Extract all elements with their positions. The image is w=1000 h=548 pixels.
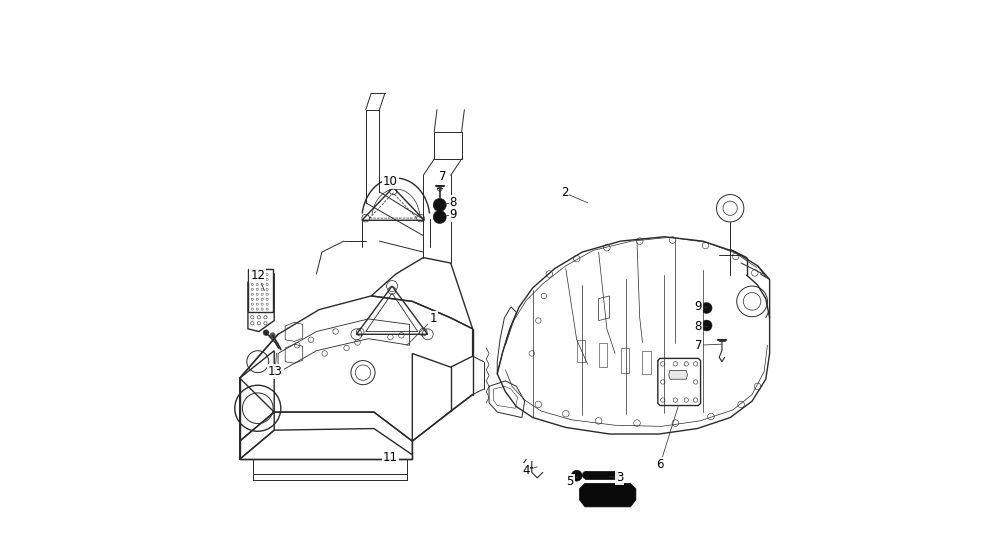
Text: 2: 2 <box>561 186 568 199</box>
Text: 9: 9 <box>450 208 457 221</box>
Text: 3: 3 <box>616 471 623 484</box>
Text: 7: 7 <box>439 170 446 183</box>
Circle shape <box>571 470 582 481</box>
Text: 4: 4 <box>522 464 530 477</box>
Circle shape <box>701 302 712 313</box>
Polygon shape <box>669 370 687 379</box>
Text: 11: 11 <box>383 451 398 464</box>
Circle shape <box>433 198 446 212</box>
Circle shape <box>613 471 621 479</box>
Polygon shape <box>579 483 636 507</box>
Text: 9: 9 <box>695 300 702 313</box>
Polygon shape <box>658 358 701 406</box>
Text: 1: 1 <box>429 312 437 326</box>
Text: 8: 8 <box>450 196 457 209</box>
Text: 7: 7 <box>695 339 702 352</box>
Circle shape <box>270 333 275 338</box>
Text: 6: 6 <box>656 458 664 471</box>
Circle shape <box>701 320 712 331</box>
Text: 12: 12 <box>250 269 265 282</box>
Text: 5: 5 <box>566 475 574 488</box>
Text: 8: 8 <box>695 319 702 333</box>
Circle shape <box>263 330 269 335</box>
Polygon shape <box>585 471 617 479</box>
Polygon shape <box>248 269 273 312</box>
Text: 10: 10 <box>383 175 398 189</box>
Circle shape <box>433 210 446 224</box>
Text: 13: 13 <box>268 365 283 378</box>
Circle shape <box>582 471 590 479</box>
